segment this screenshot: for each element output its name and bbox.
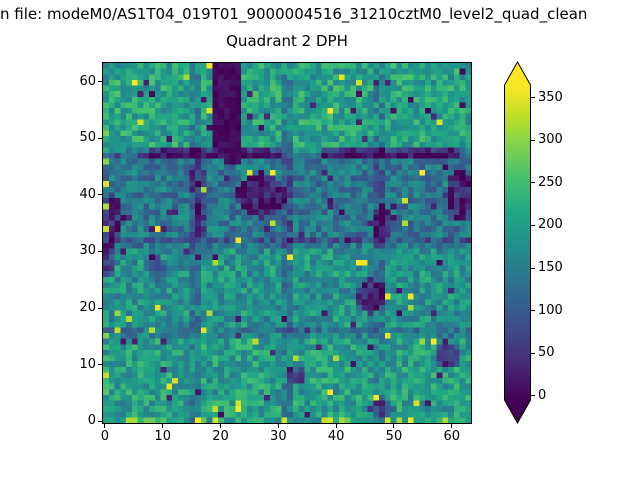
colorbar [504,61,531,425]
colorbar-tick-mark [531,224,535,226]
x-tick-mark [220,424,222,428]
y-tick-mark [98,194,102,196]
y-tick-mark [98,420,102,422]
colorbar-tick-label: 300 [538,132,563,148]
y-tick-label: 10 [79,356,96,372]
colorbar-tick-mark [531,310,535,312]
y-tick-label: 40 [79,186,96,202]
x-tick-label: 30 [270,429,287,444]
y-tick-label: 0 [87,413,96,429]
colorbar-tick-label: 100 [538,302,563,318]
x-tick-mark [162,424,164,428]
y-tick-label: 20 [79,300,96,316]
colorbar-tick-mark [531,395,535,397]
colorbar-tick-label: 150 [538,260,563,276]
colorbar-tick-label: 250 [538,174,563,190]
x-tick-label: 20 [212,429,229,444]
heatmap-axes [102,62,472,424]
colorbar-tick-mark [531,97,535,99]
x-tick-mark [277,424,279,428]
colorbar-tick-label: 0 [538,387,547,403]
colorbar-tick-mark [531,352,535,354]
x-tick-mark [451,424,453,428]
x-tick-mark [335,424,337,428]
y-tick-label: 30 [79,243,96,259]
y-tick-mark [98,307,102,309]
plot-title: Quadrant 2 DPH [226,32,348,50]
x-tick-label: 60 [443,429,461,444]
x-tick-label: 50 [385,429,403,444]
y-tick-mark [98,364,102,366]
y-tick-mark [98,250,102,252]
figure-file-text: n file: modeM0/AS1T04_019T01_9000004516_… [0,5,588,23]
colorbar-tick-label: 50 [538,345,555,361]
x-tick-label: 10 [154,429,171,444]
y-tick-mark [98,81,102,83]
colorbar-tick-mark [531,182,535,184]
y-tick-label: 50 [79,130,96,146]
colorbar-shape [504,61,531,425]
colorbar-tick-mark [531,267,535,269]
y-tick-mark [98,137,102,139]
x-tick-mark [393,424,395,428]
x-tick-label: 0 [100,429,110,444]
colorbar-tick-label: 200 [538,217,563,233]
x-tick-mark [104,424,106,428]
x-tick-label: 40 [327,429,345,444]
y-tick-label: 60 [79,73,96,89]
colorbar-tick-mark [531,139,535,141]
colorbar-tick-label: 350 [538,89,563,105]
heatmap-image [103,63,471,423]
